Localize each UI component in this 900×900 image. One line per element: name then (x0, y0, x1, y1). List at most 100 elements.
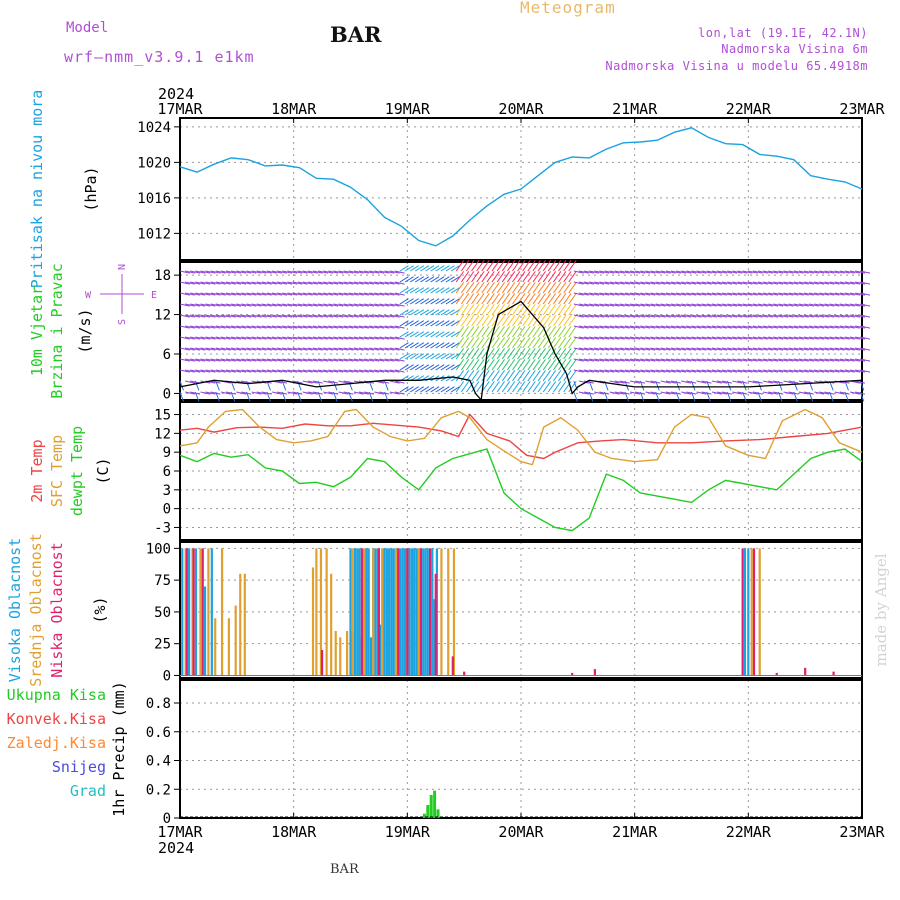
wind-arrow (640, 270, 651, 274)
wind-arrow (271, 292, 282, 296)
clouds-unit: (%) (91, 596, 109, 623)
wind-arrow (578, 391, 589, 395)
wind-arrow (732, 369, 743, 373)
wind-arrow (282, 347, 293, 351)
wind-arrow (788, 391, 799, 395)
wind-arrow (261, 281, 272, 285)
wind-arrow (686, 391, 697, 395)
wind-arrow (619, 347, 630, 351)
wind-arrow (343, 314, 354, 318)
wind-arrow (445, 353, 455, 360)
wind-arrow (650, 325, 661, 329)
wind-arrow (594, 336, 605, 340)
wind-arrow (619, 358, 630, 362)
wind-arrow (271, 336, 282, 340)
wind-arrow (655, 314, 666, 318)
y-tick-label: 0.2 (146, 782, 171, 798)
wind-arrow (476, 348, 485, 360)
wind-arrow (726, 391, 732, 402)
wind-arrow (814, 281, 825, 285)
wind-arrow (185, 380, 195, 384)
wind-arrow (369, 270, 380, 274)
wind-arrow (747, 391, 758, 395)
wind-arrow (778, 325, 789, 329)
clouds-bar (191, 548, 194, 676)
wind-arrow (860, 292, 871, 296)
wind-arrow (527, 326, 536, 338)
wind-arrow (609, 314, 620, 318)
wind-arrow (220, 270, 231, 274)
wind-arrow (819, 391, 830, 395)
wind-arrow (236, 347, 247, 351)
wind-arrow (348, 347, 359, 351)
wind-arrow (609, 358, 620, 362)
wind-arrow (471, 282, 480, 294)
wind-arrow (583, 270, 594, 274)
wind-arrow (844, 336, 855, 340)
wind-arrow (599, 303, 610, 307)
wind-arrow (466, 381, 475, 393)
wind-arrow (522, 260, 531, 272)
wind-arrow (241, 369, 252, 373)
wind-arrow (501, 271, 511, 283)
wind-arrow (200, 391, 211, 395)
x-tick-label-bottom: 21MAR (612, 823, 658, 841)
wind-arrow (768, 347, 779, 351)
clouds-bar (435, 548, 438, 676)
wind-arrow (655, 347, 666, 351)
wind-arrow (716, 270, 727, 274)
wind-arrow (686, 292, 697, 296)
wind-arrow (542, 370, 552, 382)
wind-arrow (773, 281, 784, 285)
wind-arrow (409, 276, 419, 283)
wind-arrow (185, 391, 195, 395)
wind-arrow (220, 292, 231, 296)
wind-arrow (261, 369, 272, 373)
panel-frame-temperature (179, 401, 863, 541)
wind-arrow (726, 380, 732, 391)
wind-arrow (752, 369, 763, 373)
wind-arrow (312, 369, 323, 373)
wind-arrow (568, 293, 577, 305)
wind-arrow (594, 270, 605, 274)
wind-arrow (594, 391, 605, 395)
wind-arrow (282, 292, 293, 296)
wind-arrow (430, 287, 440, 294)
clouds-bar (392, 548, 395, 676)
wind-arrow (179, 292, 190, 296)
x-tick-label-top: 20MAR (498, 100, 544, 118)
wind-arrow (819, 358, 830, 362)
wind-arrow (860, 369, 871, 373)
wind-arrow (630, 336, 640, 340)
wind-arrow (389, 281, 400, 285)
wind-arrow (542, 348, 552, 360)
wind-arrow (568, 348, 577, 360)
wind-arrow (323, 347, 334, 351)
wind-arrow (619, 336, 630, 340)
wind-arrow (379, 347, 390, 351)
wind-arrow (496, 271, 505, 283)
wind-arrow (773, 336, 784, 340)
wind-arrow (696, 270, 707, 274)
clouds-bar (377, 548, 381, 676)
wind-arrow (604, 292, 615, 296)
wind-arrow (225, 281, 236, 285)
wind-arrow (665, 281, 676, 285)
wind-arrow (706, 391, 711, 402)
wind-arrow (589, 270, 600, 274)
wind-arrow (701, 303, 712, 307)
wind-arrow (630, 380, 640, 384)
wind-arrow (185, 336, 195, 340)
wind-arrow (256, 369, 267, 373)
wind-arrow (251, 369, 262, 373)
wind-arrow (195, 314, 206, 318)
wind-arrow (798, 325, 809, 329)
wind-arrow (655, 303, 666, 307)
wind-arrow (814, 292, 825, 296)
wind-arrow (773, 391, 784, 395)
wind-arrow (353, 314, 364, 318)
wind-speed-line (179, 300, 863, 402)
wind-arrow (261, 347, 272, 351)
wind-arrow (583, 281, 594, 285)
clouds-bar (413, 548, 416, 676)
